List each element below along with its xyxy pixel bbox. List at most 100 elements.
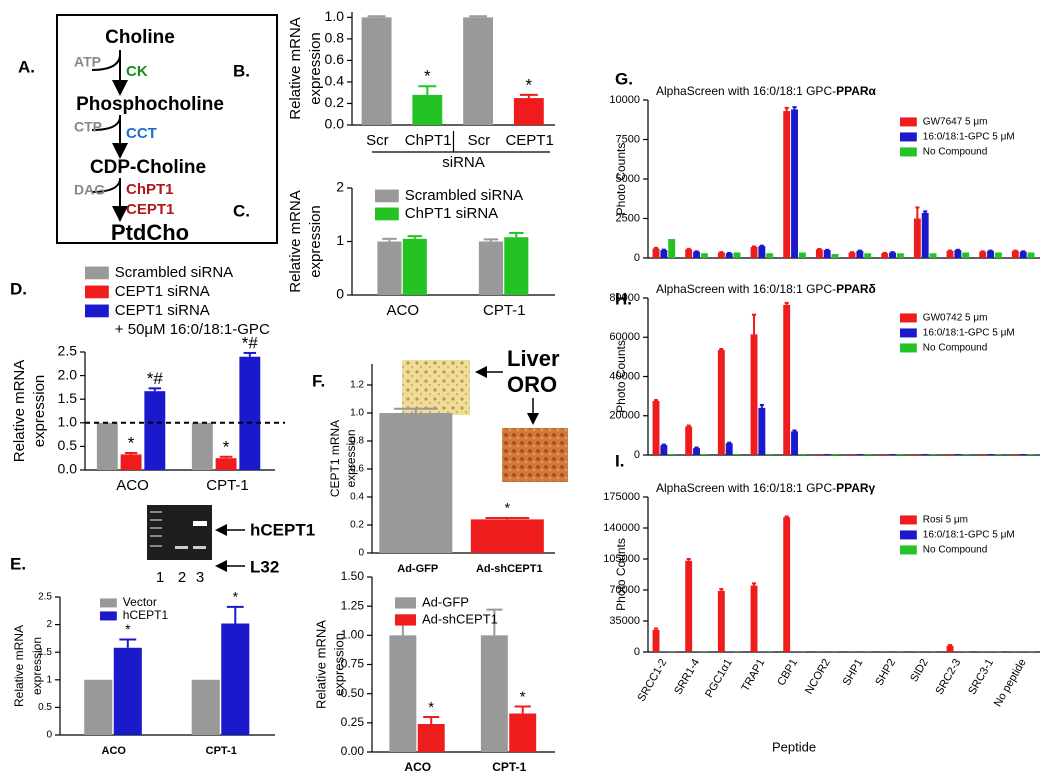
y-tick-label: 0.75 [341,657,365,671]
bar [733,454,741,455]
legend-label: ChPT1 siRNA [405,205,498,222]
bar [480,635,508,752]
gel-image: hCEPT1 L32 1 2 3 [147,505,315,586]
y-tick-label: 0.4 [350,492,364,503]
y-tick-label: 5000 [616,173,640,185]
bar [361,17,392,126]
enzyme: ChPT1 [126,181,174,198]
bar [848,252,856,258]
bar [652,629,660,652]
chart: E. 0 0.5 1 1.5 2 2.5 Relative mRNA expression Vec… [10,554,275,757]
bar [823,454,831,455]
y-tick-label: 0 [634,252,640,264]
legend-label: No Compound [923,147,987,158]
chart-title: AlphaScreen with 16:0/18:1 GPC-PPARδ [656,282,876,296]
panel-label: D. [10,279,27,298]
y-tick-label: 0.6 [350,464,364,475]
chart: 0.00 0.25 0.50 0.75 1.00 1.25 1.50 Relative mRN… [313,569,555,774]
legend-label: 16:0/18:1-GPC 5 μM [923,328,1015,339]
bar [685,249,693,258]
bar [758,407,766,455]
x-tick-label: SRC2-3 [933,657,963,697]
y-axis-label: Relative mRNA [287,190,304,293]
chart: D. 0.0 0.5 1.0 1.5 2.0 2.5 Relative mRNA express… [10,264,285,494]
x-tick-label: Scr [366,132,389,149]
y-tick-label: 1.50 [341,569,365,583]
legend-label: CEPT1 siRNA [115,302,210,319]
x-tick-label: SHP1 [841,657,866,688]
band-label: L32 [250,557,279,576]
chart: B. 0.0 0.2 0.4 0.6 0.8 1.0 Relative mRNA express… [233,8,555,171]
bar [1011,454,1019,455]
bar [660,250,668,258]
bar [700,454,708,455]
y-tick-label: 0.5 [58,437,78,453]
bar [239,356,261,470]
bar [791,431,798,455]
bar [881,253,889,258]
legend-swatch [900,313,917,323]
enzyme: CK [126,63,148,80]
y-tick-label: 0.6 [325,51,345,67]
legend-swatch [900,343,917,353]
bar [668,239,676,258]
title-bold: PPARδ [836,282,876,296]
bar [783,517,791,652]
y-tick-label: 0.0 [325,116,345,132]
y-axis-label: Relative mRNA [287,17,304,120]
x-tick-label: CPT-1 [483,302,526,319]
legend-swatch [85,266,109,280]
bar [191,679,220,735]
y-tick-label: 1.2 [350,380,364,391]
y-tick-label: 10000 [609,94,640,106]
enzyme: CEPT1 [126,201,174,218]
bar [946,645,954,652]
panel-label: I. [615,451,624,470]
y-tick-label: 1.25 [341,598,365,612]
legend-label: Rosi 5 μm [923,515,968,526]
bar [791,109,798,258]
x-tick-label: CPT-1 [492,760,526,774]
cofactor: ATP [74,54,101,70]
y-axis-label: expression [307,205,324,278]
y-tick-label: 0.8 [350,436,364,447]
bar [979,454,987,455]
y-tick-label: 0.8 [325,30,345,46]
x-tick-label: CEPT1 [505,132,553,149]
bar [700,253,708,258]
bar [987,454,994,455]
y-tick-label: 1 [46,674,52,685]
legend-label: Ad-shCEPT1 [422,611,498,626]
x-tick-label: Ad-shCEPT1 [476,563,543,575]
y-tick-label: 2500 [616,212,640,224]
y-axis-label: expression [31,375,48,448]
node: Choline [105,27,175,48]
chart: C. 0 1 2 Relative mRNA expression Scrambled si… [233,179,555,319]
legend-swatch [900,132,917,142]
y-axis-label: Photo Counts [614,340,628,413]
bar [1019,454,1027,455]
significance-marker: * [505,500,511,516]
y-tick-label: 2.0 [58,366,78,382]
x-tick-label: SRR1-4 [672,657,702,697]
oro-image [402,360,470,415]
chart: I. 0 35000 70000 105000 140000 175000 Photo Cou… [603,451,1040,754]
y-axis-label: expression [344,429,358,487]
legend-swatch [100,611,117,621]
legend-swatch [375,207,399,221]
bar [921,454,929,455]
x-tick-label: SHP2 [873,657,898,688]
y-axis-label: Photo Counts [614,143,628,216]
chart: G. 0 2500 5000 7500 10000 Photo Counts AlphaScr… [609,69,1040,264]
panel-label: G. [615,69,633,88]
y-axis-label: Relative mRNA [12,625,26,707]
bar [652,401,660,455]
panel-label: B. [233,61,250,80]
enzyme: CCT [126,125,157,142]
bar [921,212,929,258]
y-tick-label: 1.5 [38,647,52,658]
y-tick-label: 0.2 [325,94,345,110]
significance-marker: * [223,437,230,456]
y-tick-label: 2.5 [38,592,52,603]
legend-label: Scrambled siRNA [115,264,233,281]
